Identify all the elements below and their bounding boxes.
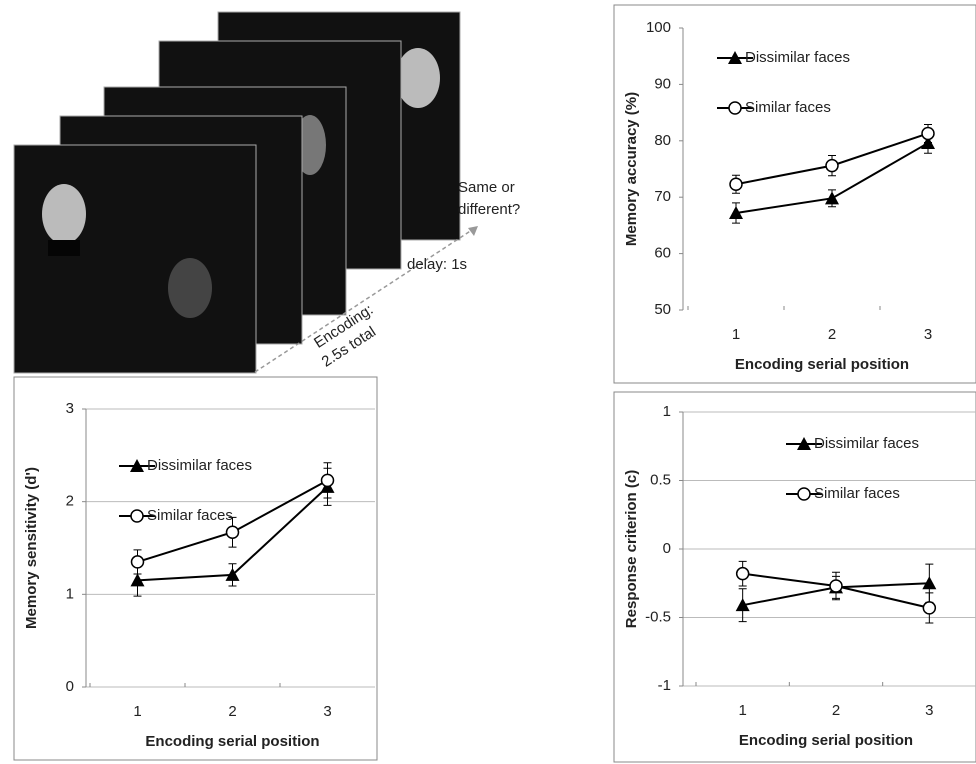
legend-label: Dissimilar faces	[814, 435, 919, 452]
figure: Same or different? delay: 1s Encoding: 2…	[0, 0, 976, 764]
chart-frame	[614, 392, 976, 762]
y-tick-label: 90	[654, 75, 671, 92]
face	[168, 258, 212, 318]
y-tick-label: -1	[658, 677, 671, 694]
x-axis-title: Encoding serial position	[735, 356, 909, 373]
legend-label: Similar faces	[814, 485, 900, 502]
y-tick-label: 3	[66, 400, 74, 417]
frame	[14, 145, 256, 373]
marker	[923, 602, 935, 614]
y-tick-label: 0	[66, 678, 74, 695]
marker	[922, 127, 934, 139]
x-tick-label: 2	[828, 326, 836, 343]
y-tick-label: 0.5	[650, 471, 671, 488]
question-label: Same or	[458, 179, 515, 196]
x-tick-label: 2	[228, 703, 236, 720]
y-tick-label: 0	[663, 540, 671, 557]
face	[396, 48, 440, 108]
stimulus-diagram: Same or different? delay: 1s Encoding: 2…	[14, 12, 520, 373]
legend-marker	[798, 488, 810, 500]
x-axis-title: Encoding serial position	[145, 733, 319, 750]
y-axis-title: Response criterion (c)	[623, 470, 640, 628]
x-tick-label: 1	[738, 702, 746, 719]
x-tick-label: 1	[732, 326, 740, 343]
marker	[227, 526, 239, 538]
marker	[730, 178, 742, 190]
question-label: different?	[458, 201, 520, 218]
x-tick-label: 3	[924, 326, 932, 343]
marker	[826, 160, 838, 172]
y-tick-label: 70	[654, 188, 671, 205]
legend-marker	[131, 510, 143, 522]
marker	[737, 568, 749, 580]
y-axis-title: Memory accuracy (%)	[623, 92, 640, 246]
chart: -1 -0.5 0 0.5 1 1 2 3 Encoding serial position Re…	[614, 392, 976, 762]
legend-label: Similar faces	[745, 99, 831, 116]
legend-label: Similar faces	[147, 507, 233, 524]
marker	[132, 556, 144, 568]
y-tick-label: 50	[654, 301, 671, 318]
face	[42, 184, 86, 244]
marker	[322, 474, 334, 486]
x-tick-label: 3	[323, 703, 331, 720]
legend-label: Dissimilar faces	[147, 457, 252, 474]
x-tick-label: 2	[832, 702, 840, 719]
y-tick-label: -0.5	[645, 608, 671, 625]
x-axis-title: Encoding serial position	[739, 732, 913, 749]
y-tick-label: 80	[654, 132, 671, 149]
legend-label: Dissimilar faces	[745, 49, 850, 66]
y-tick-label: 100	[646, 19, 671, 36]
chart: 50 60 70 80 90 100 1 2 3 Encoding serial position…	[614, 5, 976, 383]
x-tick-label: 1	[133, 703, 141, 720]
x-tick-label: 3	[925, 702, 933, 719]
y-tick-label: 1	[66, 585, 74, 602]
marker	[830, 580, 842, 592]
y-tick-label: 60	[654, 245, 671, 262]
arrow-head	[468, 226, 478, 236]
marker	[825, 191, 839, 204]
y-tick-label: 1	[663, 403, 671, 420]
y-tick-label: 2	[66, 493, 74, 510]
face-shoulders	[48, 240, 80, 256]
legend-marker	[729, 102, 741, 114]
delay-label: delay: 1s	[407, 256, 467, 273]
y-axis-title: Memory sensitivity (d')	[23, 467, 40, 629]
